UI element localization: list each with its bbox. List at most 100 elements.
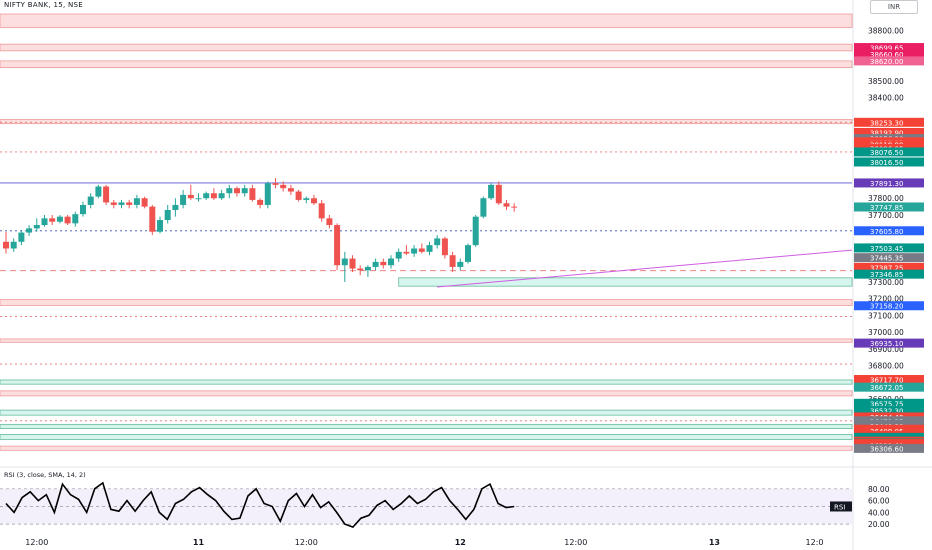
candle-body — [341, 258, 348, 266]
candle-body — [364, 266, 371, 271]
candle — [164, 204, 171, 224]
price-tick: 37700.00 — [868, 211, 904, 220]
candle — [264, 181, 271, 209]
price-label-text: 37387.25 — [870, 264, 903, 272]
time-tick: 12:0 — [806, 538, 824, 547]
rsi-layer: 80.00 60.00 40.00 20.00 RSI — [0, 481, 890, 529]
candle-body — [157, 220, 163, 232]
candle — [364, 265, 371, 277]
supply-zone-8 — [0, 390, 853, 397]
candle-body — [126, 202, 133, 205]
price-label-text: 37445.35 — [870, 255, 903, 263]
candle-body — [449, 255, 456, 267]
candle-body — [87, 196, 94, 205]
price-label-bg — [854, 253, 924, 263]
candle-body — [326, 218, 333, 226]
candle-body — [418, 248, 425, 252]
price-label-text: 37605.80 — [870, 228, 903, 236]
candle — [372, 258, 379, 271]
price-tick: 37100.00 — [868, 311, 904, 320]
candle-body — [441, 238, 448, 256]
price-tick: 37200.00 — [868, 295, 904, 304]
price-label-text: 37891.30 — [870, 180, 903, 188]
candle-body — [10, 241, 17, 249]
candle-body — [149, 206, 156, 232]
price-tick: 37000.00 — [868, 328, 904, 337]
candle-body — [95, 186, 102, 197]
candle — [80, 201, 86, 217]
demand-zone-11 — [0, 434, 853, 440]
candle — [49, 214, 56, 226]
time-tick: 11 — [193, 538, 205, 547]
candle-body — [372, 261, 379, 267]
supply-zone-12 — [0, 445, 853, 451]
candle — [434, 235, 441, 249]
candle — [380, 258, 387, 269]
candle-body — [226, 188, 233, 194]
price-label-bg — [854, 338, 924, 348]
price-label: 37346.85 — [854, 269, 924, 279]
candle — [334, 223, 341, 271]
candle-body — [395, 251, 402, 259]
chart-title: NIFTY BANK, 15, NSE — [4, 1, 84, 9]
candle — [3, 231, 9, 254]
candle-body — [511, 206, 518, 208]
price-label: 36717.70 — [854, 375, 924, 385]
candle-body — [26, 228, 33, 233]
candle-body — [141, 198, 148, 207]
price-tick: 38800.00 — [868, 27, 904, 36]
candle — [388, 255, 394, 269]
candle — [56, 214, 63, 224]
time-tick: 12:00 — [25, 538, 48, 547]
rsi-current-label: RSI — [834, 503, 845, 511]
rsi-tick: 80.00 — [868, 485, 890, 494]
currency-button[interactable]: INR — [870, 0, 918, 14]
price-label-text: 37158.20 — [870, 303, 903, 311]
candle-body — [403, 251, 410, 254]
price-label-text: 36672.05 — [870, 384, 903, 392]
trendline — [437, 249, 853, 288]
price-label: 38253.30 — [854, 117, 924, 127]
candle-body — [434, 238, 441, 246]
candle — [426, 241, 433, 256]
price-label-text: 36717.70 — [870, 377, 903, 385]
price-label: 36306.60 — [854, 443, 924, 453]
candle-body — [411, 248, 418, 254]
price-label-text: 36575.75 — [870, 400, 903, 408]
price-label-text: 38076.50 — [870, 149, 903, 157]
candle — [457, 258, 464, 271]
supply-zone-5 — [0, 299, 853, 306]
price-tick: 36800.00 — [868, 362, 904, 371]
candle — [26, 225, 33, 236]
price-label-bg — [854, 269, 924, 279]
candle — [318, 199, 325, 222]
candle — [441, 236, 448, 259]
candle-body — [303, 198, 310, 200]
price-label: 37158.20 — [854, 301, 924, 311]
lines-layer — [0, 121, 853, 422]
candle — [141, 196, 148, 209]
price-label-bg — [854, 301, 924, 311]
candle-body — [311, 198, 317, 204]
candle — [218, 189, 225, 200]
candle-body — [3, 241, 9, 249]
time-tick: 12:00 — [295, 538, 318, 547]
candle-body — [349, 258, 356, 269]
price-label: 37387.25 — [854, 262, 924, 272]
candle — [465, 243, 471, 264]
price-label-bg — [854, 226, 924, 236]
price-label-bg — [854, 43, 924, 53]
price-label: 38620.00 — [854, 56, 924, 66]
rsi-tick: 40.00 — [868, 508, 890, 517]
candle-body — [33, 225, 40, 229]
candle — [349, 255, 356, 272]
candle — [149, 204, 156, 236]
candle — [480, 196, 487, 219]
price-label-bg — [854, 178, 924, 188]
candle — [395, 248, 402, 262]
candle-body — [110, 202, 117, 205]
price-label: 37891.30 — [854, 178, 924, 188]
candle — [234, 186, 240, 197]
candle-body — [203, 193, 210, 199]
